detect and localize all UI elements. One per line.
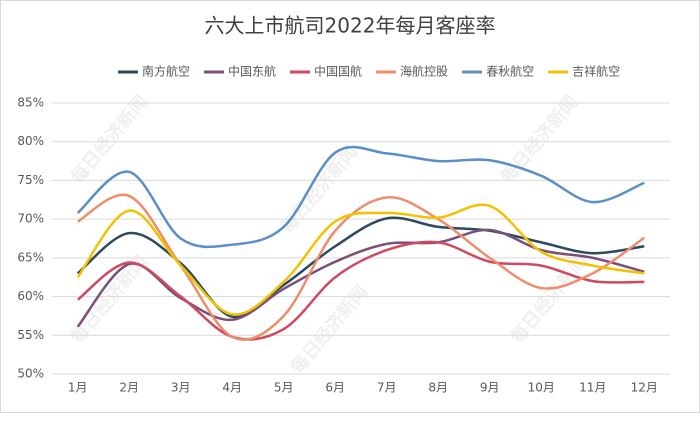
x-tick-label: 7月 — [377, 381, 397, 395]
series-line — [76, 145, 645, 249]
x-tick-label: 4月 — [222, 381, 242, 395]
y-tick-label: 60% — [17, 289, 44, 303]
chart-title: 六大上市航司2022年每月客座率 — [205, 14, 496, 38]
y-tick-label: 70% — [17, 212, 44, 226]
legend-label: 中国国航 — [314, 64, 362, 79]
x-tick-label: 10月 — [528, 381, 555, 395]
legend-label: 吉祥航空 — [572, 64, 620, 79]
x-tick-label: 12月 — [631, 381, 658, 395]
x-tick-label: 8月 — [428, 381, 448, 395]
x-tick-label: 11月 — [579, 381, 606, 395]
legend-label: 中国东航 — [228, 64, 276, 79]
y-tick-label: 85% — [17, 96, 44, 110]
y-tick-label: 50% — [17, 367, 44, 381]
x-tick-label: 1月 — [68, 381, 88, 395]
y-tick-label: 55% — [17, 328, 44, 342]
x-tick-label: 9月 — [480, 381, 500, 395]
legend-label: 海航控股 — [400, 64, 448, 79]
x-tick-label: 5月 — [274, 381, 294, 395]
series-line — [76, 228, 645, 328]
x-tick-label: 3月 — [171, 381, 191, 395]
series-line — [77, 193, 645, 341]
legend-label: 南方航空 — [142, 64, 190, 79]
series-line — [76, 240, 645, 341]
y-tick-label: 75% — [17, 173, 44, 187]
x-tick-label: 2月 — [119, 381, 139, 395]
legend-label: 春秋航空 — [486, 64, 534, 79]
series-line — [76, 203, 645, 316]
y-tick-label: 65% — [17, 250, 44, 264]
y-tick-label: 80% — [17, 134, 44, 148]
x-tick-label: 6月 — [325, 381, 345, 395]
